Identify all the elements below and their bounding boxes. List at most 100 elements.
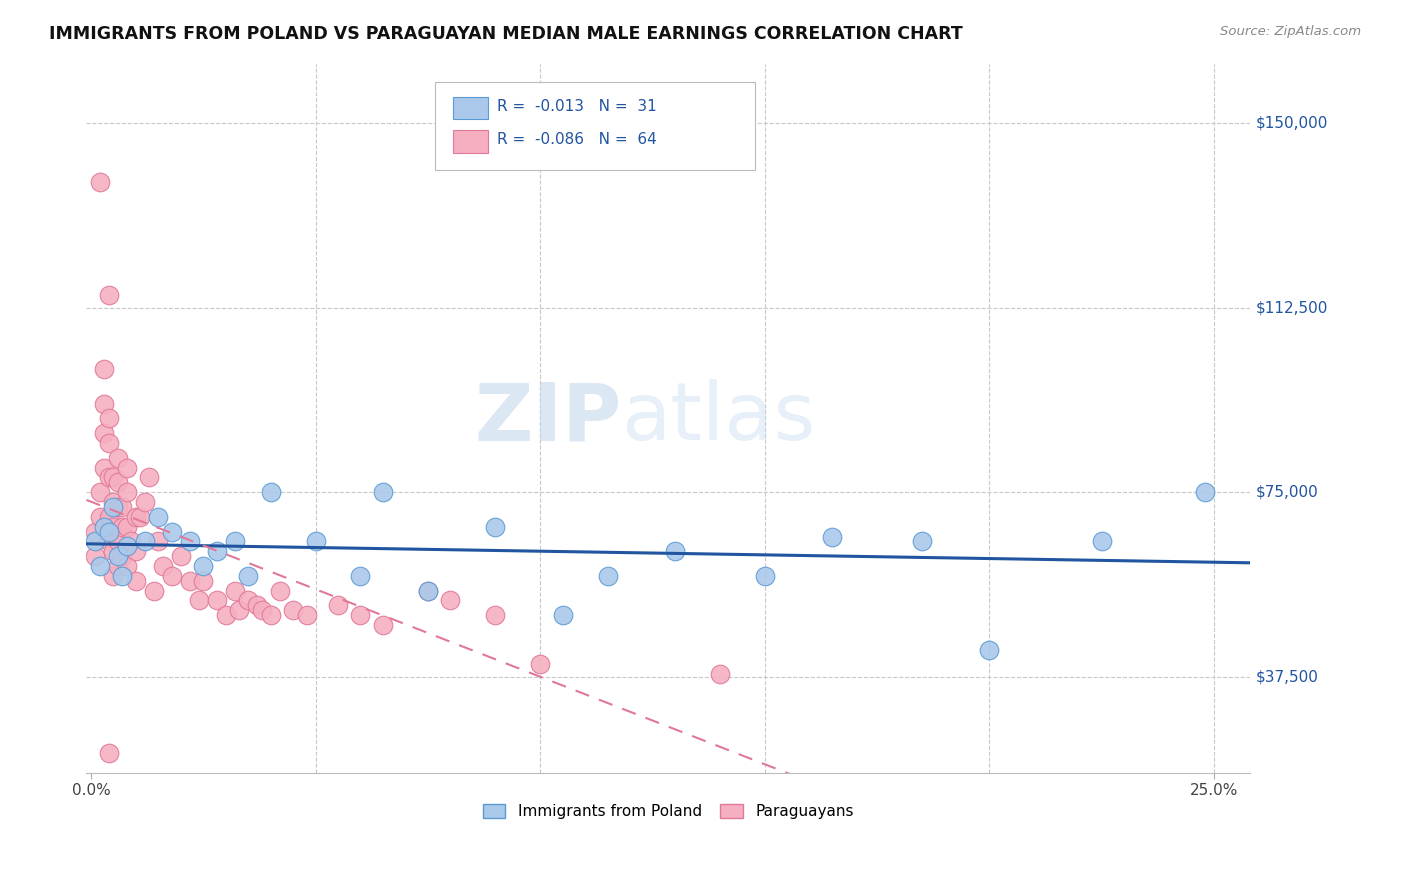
Point — [107, 534, 129, 549]
Point — [97, 524, 120, 539]
Text: R =  -0.013   N =  31: R = -0.013 N = 31 — [498, 99, 657, 114]
Text: ZIP: ZIP — [474, 379, 621, 458]
Point — [107, 559, 129, 574]
Point — [148, 509, 170, 524]
Point — [821, 529, 844, 543]
Text: $112,500: $112,500 — [1256, 301, 1329, 315]
Point — [152, 559, 174, 574]
Point — [103, 519, 125, 533]
Point — [236, 569, 259, 583]
Point — [371, 485, 394, 500]
Point — [93, 397, 115, 411]
Text: R =  -0.086   N =  64: R = -0.086 N = 64 — [498, 132, 657, 147]
Point — [484, 608, 506, 623]
Point — [134, 495, 156, 509]
Point — [349, 569, 371, 583]
Point — [160, 524, 183, 539]
Point — [89, 509, 111, 524]
Point — [103, 500, 125, 514]
Point — [97, 436, 120, 450]
Point — [193, 559, 215, 574]
Point — [115, 540, 138, 554]
Point — [596, 569, 619, 583]
Point — [1091, 534, 1114, 549]
Point — [89, 559, 111, 574]
Point — [142, 583, 165, 598]
Point — [281, 603, 304, 617]
Point — [111, 519, 134, 533]
Point — [97, 746, 120, 760]
Point — [148, 534, 170, 549]
Point — [484, 519, 506, 533]
Point — [134, 534, 156, 549]
Point — [125, 544, 148, 558]
Point — [551, 608, 574, 623]
Point — [111, 549, 134, 564]
Point — [416, 583, 439, 598]
Point — [193, 574, 215, 588]
Point — [138, 470, 160, 484]
Point — [246, 599, 269, 613]
Point — [111, 569, 134, 583]
Point — [97, 470, 120, 484]
Point — [125, 509, 148, 524]
Point — [103, 569, 125, 583]
Point — [111, 500, 134, 514]
Point — [349, 608, 371, 623]
Point — [129, 509, 152, 524]
Text: IMMIGRANTS FROM POLAND VS PARAGUAYAN MEDIAN MALE EARNINGS CORRELATION CHART: IMMIGRANTS FROM POLAND VS PARAGUAYAN MED… — [49, 25, 963, 43]
Point — [84, 549, 107, 564]
Point — [754, 569, 776, 583]
Point — [205, 593, 228, 607]
Text: Source: ZipAtlas.com: Source: ZipAtlas.com — [1220, 25, 1361, 38]
Point — [103, 544, 125, 558]
Point — [89, 485, 111, 500]
FancyBboxPatch shape — [453, 130, 488, 153]
Text: atlas: atlas — [621, 379, 815, 458]
Point — [371, 618, 394, 632]
Point — [97, 411, 120, 425]
Point — [187, 593, 209, 607]
Point — [304, 534, 326, 549]
Point — [160, 569, 183, 583]
Point — [84, 534, 107, 549]
Point — [107, 500, 129, 514]
Point — [120, 534, 142, 549]
Point — [529, 657, 551, 672]
Point — [115, 559, 138, 574]
Point — [97, 288, 120, 302]
Point — [259, 485, 281, 500]
Point — [115, 485, 138, 500]
Point — [664, 544, 686, 558]
Legend: Immigrants from Poland, Paraguayans: Immigrants from Poland, Paraguayans — [477, 797, 860, 825]
Point — [97, 534, 120, 549]
FancyBboxPatch shape — [436, 82, 755, 170]
Point — [269, 583, 291, 598]
Point — [709, 667, 731, 681]
Point — [125, 574, 148, 588]
Point — [97, 509, 120, 524]
Point — [93, 426, 115, 441]
Point — [205, 544, 228, 558]
Point — [93, 519, 115, 533]
Point — [259, 608, 281, 623]
Point — [215, 608, 238, 623]
Point — [179, 574, 201, 588]
Point — [115, 460, 138, 475]
Point — [89, 175, 111, 189]
Point — [416, 583, 439, 598]
Point — [326, 599, 349, 613]
Point — [224, 583, 246, 598]
Text: $75,000: $75,000 — [1256, 484, 1319, 500]
Point — [236, 593, 259, 607]
Point — [93, 362, 115, 376]
Text: $37,500: $37,500 — [1256, 669, 1319, 684]
Point — [103, 470, 125, 484]
Point — [250, 603, 273, 617]
Point — [439, 593, 461, 607]
Point — [179, 534, 201, 549]
Point — [911, 534, 934, 549]
Text: $150,000: $150,000 — [1256, 116, 1329, 130]
Point — [115, 519, 138, 533]
Point — [224, 534, 246, 549]
